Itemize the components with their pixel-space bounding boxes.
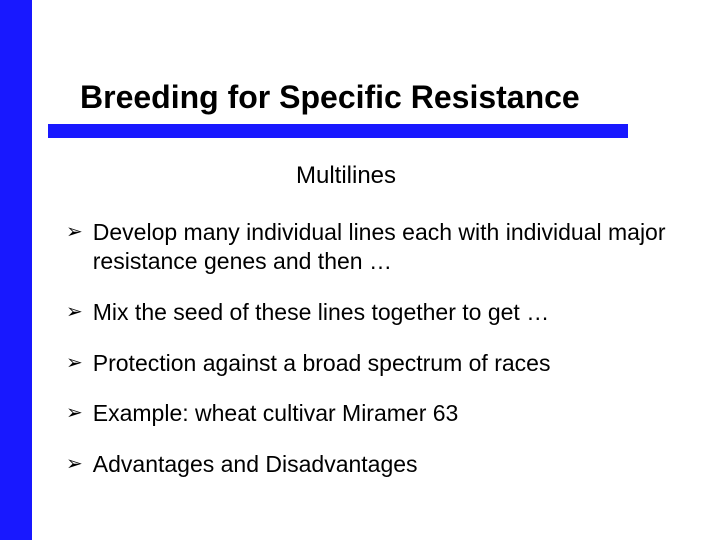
title-underline <box>48 124 628 138</box>
triangle-bullet-icon: ➢ <box>66 452 83 477</box>
list-item: ➢ Advantages and Disadvantages <box>66 450 694 479</box>
bullet-text: Example: wheat cultivar Miramer 63 <box>93 399 694 428</box>
list-item: ➢ Mix the seed of these lines together t… <box>66 298 694 327</box>
slide-content: Breeding for Specific Resistance Multili… <box>32 0 720 540</box>
list-item: ➢ Example: wheat cultivar Miramer 63 <box>66 399 694 428</box>
list-item: ➢ Protection against a broad spectrum of… <box>66 349 694 378</box>
bullet-text: Protection against a broad spectrum of r… <box>93 349 694 378</box>
title-area: Breeding for Specific Resistance <box>32 0 720 138</box>
slide-title: Breeding for Specific Resistance <box>80 78 700 116</box>
left-accent-stripe <box>0 0 32 540</box>
bullet-list: ➢ Develop many individual lines each wit… <box>32 218 720 479</box>
triangle-bullet-icon: ➢ <box>66 401 83 426</box>
bullet-text: Develop many individual lines each with … <box>93 218 694 276</box>
bullet-text: Mix the seed of these lines together to … <box>93 298 694 327</box>
triangle-bullet-icon: ➢ <box>66 220 83 245</box>
bullet-text: Advantages and Disadvantages <box>93 450 694 479</box>
triangle-bullet-icon: ➢ <box>66 351 83 376</box>
slide-subtitle: Multilines <box>32 162 720 190</box>
list-item: ➢ Develop many individual lines each wit… <box>66 218 694 276</box>
triangle-bullet-icon: ➢ <box>66 300 83 325</box>
